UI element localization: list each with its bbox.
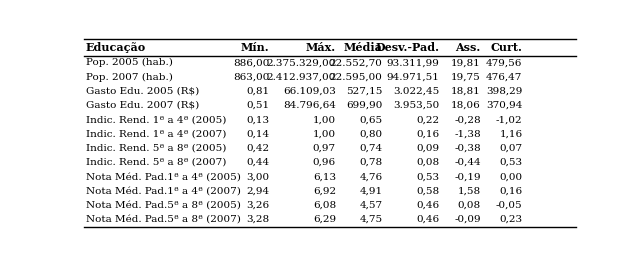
Text: 6,08: 6,08 <box>313 201 336 210</box>
Text: 0,51: 0,51 <box>247 101 270 110</box>
Text: 1,00: 1,00 <box>313 130 336 139</box>
Text: 699,90: 699,90 <box>346 101 383 110</box>
Text: 0,16: 0,16 <box>416 130 439 139</box>
Text: 2.412.937,00: 2.412.937,00 <box>267 73 336 82</box>
Text: 1,00: 1,00 <box>313 115 336 124</box>
Text: Indic. Rend. 1ª a 4ª (2007): Indic. Rend. 1ª a 4ª (2007) <box>86 130 226 139</box>
Text: Nota Méd. Pad.1ª a 4ª (2005): Nota Méd. Pad.1ª a 4ª (2005) <box>86 172 241 181</box>
Text: 66.109,03: 66.109,03 <box>283 87 336 96</box>
Text: 0,08: 0,08 <box>416 158 439 167</box>
Text: Curt.: Curt. <box>491 42 522 53</box>
Text: 0,13: 0,13 <box>247 115 270 124</box>
Text: -1,38: -1,38 <box>454 130 481 139</box>
Text: 4,91: 4,91 <box>359 186 383 196</box>
Text: 0,58: 0,58 <box>416 186 439 196</box>
Text: Desv.-Pad.: Desv.-Pad. <box>375 42 439 53</box>
Text: 476,47: 476,47 <box>486 73 522 82</box>
Text: -0,19: -0,19 <box>454 172 481 181</box>
Text: Nota Méd. Pad.5ª a 8ª (2007): Nota Méd. Pad.5ª a 8ª (2007) <box>86 215 241 224</box>
Text: 886,00: 886,00 <box>233 58 270 67</box>
Text: 527,15: 527,15 <box>346 87 383 96</box>
Text: Indic. Rend. 1ª a 4ª (2005): Indic. Rend. 1ª a 4ª (2005) <box>86 115 226 124</box>
Text: 0,46: 0,46 <box>416 215 439 224</box>
Text: 0,53: 0,53 <box>416 172 439 181</box>
Text: 0,22: 0,22 <box>416 115 439 124</box>
Text: 2,94: 2,94 <box>247 186 270 196</box>
Text: 0,46: 0,46 <box>416 201 439 210</box>
Text: 0,65: 0,65 <box>359 115 383 124</box>
Text: 370,94: 370,94 <box>486 101 522 110</box>
Text: 4,76: 4,76 <box>359 172 383 181</box>
Text: 1,58: 1,58 <box>458 186 481 196</box>
Text: 0,07: 0,07 <box>499 144 522 153</box>
Text: 398,29: 398,29 <box>486 87 522 96</box>
Text: 4,75: 4,75 <box>359 215 383 224</box>
Text: Mín.: Mín. <box>241 42 270 53</box>
Text: 0,44: 0,44 <box>247 158 270 167</box>
Text: -0,44: -0,44 <box>454 158 481 167</box>
Text: 2.375.329,00: 2.375.329,00 <box>267 58 336 67</box>
Text: 0,74: 0,74 <box>359 144 383 153</box>
Text: -0,09: -0,09 <box>454 215 481 224</box>
Text: Máx.: Máx. <box>306 42 336 53</box>
Text: Pop. 2007 (hab.): Pop. 2007 (hab.) <box>86 73 173 82</box>
Text: 0,09: 0,09 <box>416 144 439 153</box>
Text: Pop. 2005 (hab.): Pop. 2005 (hab.) <box>86 58 173 67</box>
Text: 0,78: 0,78 <box>359 158 383 167</box>
Text: 6,13: 6,13 <box>313 172 336 181</box>
Text: 84.796,64: 84.796,64 <box>283 101 336 110</box>
Text: 3,00: 3,00 <box>247 172 270 181</box>
Text: Nota Méd. Pad.5ª a 8ª (2005): Nota Méd. Pad.5ª a 8ª (2005) <box>86 201 241 210</box>
Text: 3,26: 3,26 <box>247 201 270 210</box>
Text: Gasto Edu. 2007 (R$): Gasto Edu. 2007 (R$) <box>86 101 199 110</box>
Text: 0,97: 0,97 <box>313 144 336 153</box>
Text: 0,96: 0,96 <box>313 158 336 167</box>
Text: 18,06: 18,06 <box>451 101 481 110</box>
Text: 0,42: 0,42 <box>247 144 270 153</box>
Text: 0,53: 0,53 <box>499 158 522 167</box>
Text: Educação: Educação <box>86 42 146 53</box>
Text: 3,28: 3,28 <box>247 215 270 224</box>
Text: 22.552,70: 22.552,70 <box>330 58 383 67</box>
Text: 1,16: 1,16 <box>499 130 522 139</box>
Text: -0,28: -0,28 <box>454 115 481 124</box>
Text: Média: Média <box>344 42 383 53</box>
Text: 18,81: 18,81 <box>451 87 481 96</box>
Text: 0,23: 0,23 <box>499 215 522 224</box>
Text: 4,57: 4,57 <box>359 201 383 210</box>
Text: 863,00: 863,00 <box>233 73 270 82</box>
Text: 93.311,99: 93.311,99 <box>386 58 439 67</box>
Text: 6,92: 6,92 <box>313 186 336 196</box>
Text: Nota Méd. Pad.1ª a 4ª (2007): Nota Méd. Pad.1ª a 4ª (2007) <box>86 186 241 196</box>
Text: Ass.: Ass. <box>455 42 481 53</box>
Text: -1,02: -1,02 <box>496 115 522 124</box>
Text: 3.022,45: 3.022,45 <box>393 87 439 96</box>
Text: 3.953,50: 3.953,50 <box>393 101 439 110</box>
Text: 0,00: 0,00 <box>499 172 522 181</box>
Text: -0,38: -0,38 <box>454 144 481 153</box>
Text: 0,08: 0,08 <box>458 201 481 210</box>
Text: Indic. Rend. 5ª a 8ª (2007): Indic. Rend. 5ª a 8ª (2007) <box>86 158 226 167</box>
Text: 0,81: 0,81 <box>247 87 270 96</box>
Text: 479,56: 479,56 <box>486 58 522 67</box>
Text: 19,81: 19,81 <box>451 58 481 67</box>
Text: Gasto Edu. 2005 (R$): Gasto Edu. 2005 (R$) <box>86 87 199 96</box>
Text: 19,75: 19,75 <box>451 73 481 82</box>
Text: Indic. Rend. 5ª a 8ª (2005): Indic. Rend. 5ª a 8ª (2005) <box>86 144 226 153</box>
Text: 0,14: 0,14 <box>247 130 270 139</box>
Text: 94.971,51: 94.971,51 <box>386 73 439 82</box>
Text: 6,29: 6,29 <box>313 215 336 224</box>
Text: 0,80: 0,80 <box>359 130 383 139</box>
Text: 22.595,00: 22.595,00 <box>330 73 383 82</box>
Text: 0,16: 0,16 <box>499 186 522 196</box>
Text: -0,05: -0,05 <box>496 201 522 210</box>
